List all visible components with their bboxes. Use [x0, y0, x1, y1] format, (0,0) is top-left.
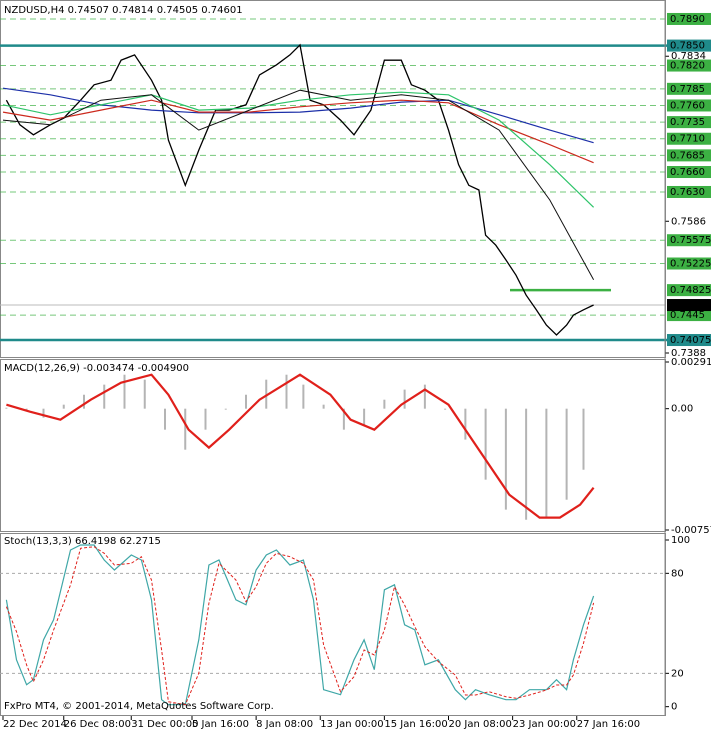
level-label-box	[667, 39, 711, 52]
histogram-bar	[5, 407, 8, 409]
histogram-bar	[103, 384, 106, 409]
histogram-bar	[224, 408, 227, 410]
level-label: 0.7760	[670, 100, 705, 111]
x-tick-label: 31 Dec 00:00	[131, 719, 198, 730]
level-label-box	[667, 82, 711, 95]
current-price-box	[667, 299, 711, 312]
x-tick-label: 27 Jan 16:00	[577, 719, 640, 730]
footer-note: FxPro MT4, © 2001-2014, MetaQuotes Softw…	[4, 701, 274, 712]
series-line	[5, 546, 595, 706]
y-tick-label: 0.7586	[671, 216, 706, 227]
histogram-bar	[184, 408, 187, 450]
panel-title: MACD(12,26,9) -0.003474 -0.004900	[4, 363, 189, 374]
level-label: 0.74825	[670, 285, 711, 296]
histogram-bar	[42, 408, 45, 418]
y-tick-label: -0.007571	[671, 525, 711, 536]
histogram-bar	[565, 408, 568, 500]
y-tick-label: 0.7388	[671, 348, 706, 359]
histogram-bar	[363, 408, 366, 425]
histogram-bar	[484, 408, 487, 480]
histogram-bar	[204, 408, 207, 430]
level-label-box	[667, 309, 711, 322]
y-tick-label: 0.002913	[671, 357, 711, 368]
series-line	[2, 89, 595, 281]
level-label-box	[667, 234, 711, 247]
panel-title: Stoch(13,3,3) 66.4198 62.2715	[4, 536, 161, 547]
level-label: 0.75225	[670, 259, 711, 270]
level-label-box	[667, 257, 711, 270]
histogram-bar	[83, 394, 85, 409]
level-label: 0.7820	[670, 61, 705, 72]
x-tick-label: 26 Dec 08:00	[64, 719, 131, 730]
x-tick-label: 15 Jan 16:00	[384, 719, 447, 730]
level-label-box	[667, 12, 711, 25]
series-line	[2, 87, 594, 144]
x-tick-label: 23 Jan 00:00	[513, 719, 576, 730]
y-tick-label: 0.7834	[671, 51, 706, 62]
x-tick-label: 20 Jan 08:00	[449, 719, 512, 730]
y-tick-label: 0	[671, 702, 677, 713]
level-label-box	[667, 132, 711, 145]
histogram-bar	[525, 408, 528, 520]
level-label-box	[667, 99, 711, 112]
histogram-bar	[322, 404, 325, 409]
price-panel	[0, 0, 666, 358]
histogram-bar	[383, 399, 386, 409]
level-label-box	[667, 116, 711, 129]
x-tick-label: 5 Jan 16:00	[192, 719, 249, 730]
histogram-bar	[504, 408, 507, 510]
level-label: 0.7630	[670, 187, 705, 198]
level-label: 0.7735	[670, 117, 705, 128]
x-tick-label: 8 Jan 08:00	[256, 719, 313, 730]
y-tick-label: 20	[671, 668, 684, 679]
histogram-bar	[285, 374, 288, 409]
level-label: 0.7660	[670, 167, 705, 178]
level-label: 0.7890	[670, 14, 705, 25]
histogram-bar	[123, 374, 126, 409]
level-label: 0.7445	[670, 310, 705, 321]
level-label: 0.7710	[670, 134, 705, 145]
level-label-box	[667, 149, 711, 162]
level-label: 0.7785	[670, 84, 705, 95]
level-label: 0.74075	[670, 335, 711, 346]
y-tick-label: 0.00	[671, 404, 693, 415]
x-tick-label: 22 Dec 2014	[3, 719, 67, 730]
y-tick-label: 80	[671, 568, 684, 579]
current-price-label: 0.74601	[670, 300, 711, 311]
level-label-box	[667, 334, 711, 347]
histogram-bar	[265, 379, 268, 409]
histogram-bar	[423, 384, 426, 409]
histogram-bar	[164, 408, 166, 430]
level-label-box	[667, 284, 711, 297]
histogram-bar	[444, 408, 447, 410]
series-line	[6, 373, 595, 519]
level-label-box	[667, 185, 711, 198]
histogram-bar	[62, 404, 65, 409]
histogram-bar	[302, 384, 305, 409]
level-label-box	[667, 59, 711, 72]
histogram-bar	[403, 389, 406, 409]
histogram-bar	[464, 408, 467, 440]
histogram-bar	[245, 394, 247, 409]
level-label-box	[667, 166, 711, 179]
histogram-bar	[25, 408, 28, 410]
panel-title: NZDUSD,H4 0.74507 0.74814 0.74505 0.7460…	[4, 5, 243, 16]
level-label: 0.7685	[670, 150, 705, 161]
series-line	[5, 544, 595, 706]
histogram-bar	[143, 379, 146, 409]
y-tick-label: 100	[671, 535, 690, 546]
x-tick-label: 13 Jan 00:00	[320, 719, 383, 730]
histogram-bar	[342, 408, 345, 430]
series-line	[2, 99, 594, 164]
histogram-bar	[582, 408, 585, 470]
series-line	[5, 43, 594, 336]
level-label: 0.7850	[670, 41, 705, 52]
series-line	[2, 91, 595, 208]
level-label: 0.75575	[670, 235, 711, 246]
histogram-bar	[545, 408, 548, 518]
